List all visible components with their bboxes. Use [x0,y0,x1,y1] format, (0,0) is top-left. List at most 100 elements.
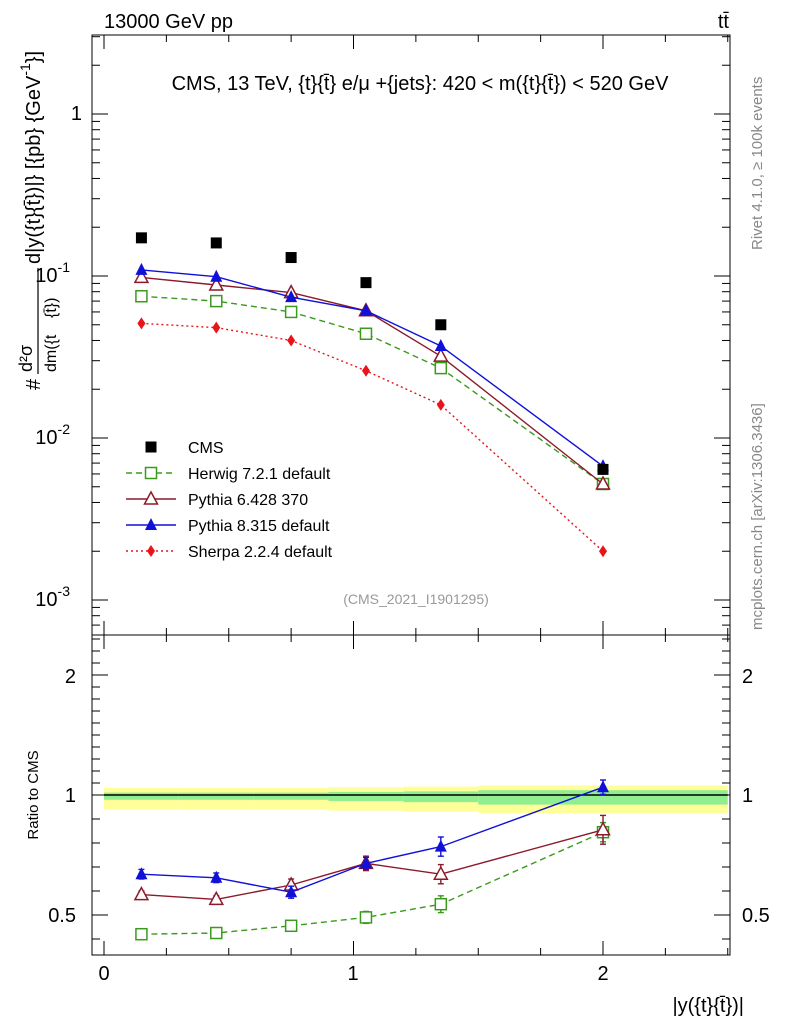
watermark: (CMS_2021_I1901295) [343,591,489,607]
mcplots-label: mcplots.cern.ch [arXiv:1306.3436] [749,403,766,630]
ratio-point-pythia-6-428-370 [433,865,449,880]
legend: CMS Herwig 7.2.1 default Pythia 6.428 370 P… [126,440,333,561]
xtick-label-2: 2 [597,963,608,985]
uncertainty-band-inner [478,790,728,805]
data-point-pythia-6-428-370 [133,268,150,284]
ratio-point-pythia-6-428-370 [595,821,611,836]
series-line-pythia-8-315-default [141,269,604,467]
data-point-pythia-8-315-default [434,338,447,351]
data-point-pythia-8-315-default [135,262,148,275]
ylabel-rest-close: }] [23,51,45,63]
data-point-pythia-8-315-default [359,303,372,316]
ratio-ytick-right-2: 2 [742,666,753,688]
data-point-sherpa-2-2-4-default [599,545,607,558]
ratio-point-pythia-8-315-default [359,856,372,869]
ytick-exp: -2 [58,421,71,437]
legend-marker-pythia-8-315-default [145,518,157,530]
ytick-label-0.01: 10-2 [35,421,70,449]
main-ticks [92,35,730,635]
legend-marker-herwig-7-2-1-default [144,466,158,480]
rivet-label: Rivet 4.1.0, ≥ 100k events [749,77,766,250]
ylabel-hash: # [23,378,45,390]
ratio-ytick-left-2: 2 [65,666,76,688]
data-point-herwig-7-2-1-default [359,327,373,341]
legend-marker-sherpa-2-2-4-default [147,545,155,557]
data-point-pythia-6-428-370 [433,347,449,362]
data-point-sherpa-2-2-4-default [436,398,445,411]
series-line-sherpa-2-2-4-default [141,322,604,552]
legend-marker-cms [145,441,157,453]
data-point-cms [360,277,372,289]
ratio-point-pythia-6-428-370 [133,886,150,901]
data-point-cms [597,463,609,475]
data-point-pythia-6-428-370 [208,276,225,291]
ratio-line-pythia-6-428-370 [141,829,604,901]
main-series [133,232,611,558]
xtick-label-0: 0 [98,963,109,985]
process-label: tt̄ [718,11,730,33]
ratio-point-herwig-7-2-1-default [284,919,298,933]
ratio-point-herwig-7-2-1-default [359,911,373,924]
ratio-line-herwig-7-2-1-default [141,831,604,935]
ratio-point-pythia-6-428-370 [208,890,225,906]
ratio-point-herwig-7-2-1-default [434,897,448,911]
ratio-point-pythia-8-315-default [285,885,298,898]
ytick-exp: -1 [58,259,71,275]
main-panel: CMS, 13 TeV, {t}{t̄} e/μ +{jets}: 420 < … [16,34,731,636]
data-point-cms [435,319,447,331]
ratio-ylabel: Ratio to CMS [25,750,42,839]
main-ylabel: # d²σ dm({t {t̄}) d|y({t}{t̄})|} [{pb} {… [16,51,60,390]
energy-label: 13000 GeV pp [104,11,233,33]
uncertainty-band-inner [403,791,479,803]
ylabel-rest-exp: -1 [17,63,33,76]
uncertainty-band-inner [104,792,179,800]
ratio-series [133,779,611,941]
data-point-sherpa-2-2-4-default [137,317,146,330]
ytick-base: 10 [35,265,57,287]
ratio-ytick-right-1: 1 [742,785,753,807]
uncertainty-band-inner [253,792,329,800]
data-point-herwig-7-2-1-default [434,361,448,375]
ytick-label-0.1: 10-1 [35,259,70,287]
data-point-pythia-6-428-370 [595,475,611,490]
ytick-label-1: 1 [71,103,82,125]
ratio-ytick-left-0.5: 0.5 [48,905,76,927]
series-line-pythia-6-428-370 [141,276,604,485]
ratio-point-pythia-8-315-default [434,839,447,852]
ylabel-denominator-a: dm({t [43,334,60,372]
ytick-label-0.001: 10-3 [35,583,70,611]
ylabel-denominator-b: {t̄}) [43,298,60,318]
data-point-cms [135,232,147,244]
data-point-cms [285,252,297,264]
legend-label-pythia-6-428-370: Pythia 6.428 370 [188,492,308,509]
x-axis-title: |y({t}{t̄})| [672,995,744,1017]
data-point-herwig-7-2-1-default [210,294,223,308]
ytick-base: 10 [35,589,57,611]
ylabel-rest-main: d|y({t}{t̄})|} [{pb} {GeV [23,75,45,264]
ratio-point-pythia-8-315-default [210,870,223,883]
series-line-herwig-7-2-1-default [141,295,604,485]
data-point-sherpa-2-2-4-default [287,334,296,347]
uncertainty-band-inner [178,792,254,800]
ratio-point-pythia-8-315-default [597,780,609,793]
ytick-base: 10 [35,427,57,449]
ylabel-rest: d|y({t}{t̄})|} [{pb} {GeV-1}] [17,51,45,264]
ratio-point-herwig-7-2-1-default [210,926,223,940]
data-point-sherpa-2-2-4-default [212,321,221,334]
data-point-herwig-7-2-1-default [135,289,148,303]
ratio-point-pythia-8-315-default [135,867,148,880]
ylabel-numerator: d²σ [16,345,36,372]
legend-marker-pythia-6-428-370 [143,490,159,505]
data-point-herwig-7-2-1-default [284,305,298,319]
data-point-sherpa-2-2-4-default [361,364,370,377]
data-point-pythia-8-315-default [285,290,298,303]
ratio-ytick-right-0.5: 0.5 [742,905,770,927]
ratio-line-pythia-8-315-default [141,786,604,893]
legend-label-sherpa-2-2-4-default: Sherpa 2.2.4 default [188,544,333,561]
ratio-bands [104,785,728,813]
data-point-pythia-8-315-default [210,269,223,282]
ratio-ytick-left-1: 1 [65,785,76,807]
data-point-cms [210,237,222,249]
ratio-point-herwig-7-2-1-default [135,927,148,941]
